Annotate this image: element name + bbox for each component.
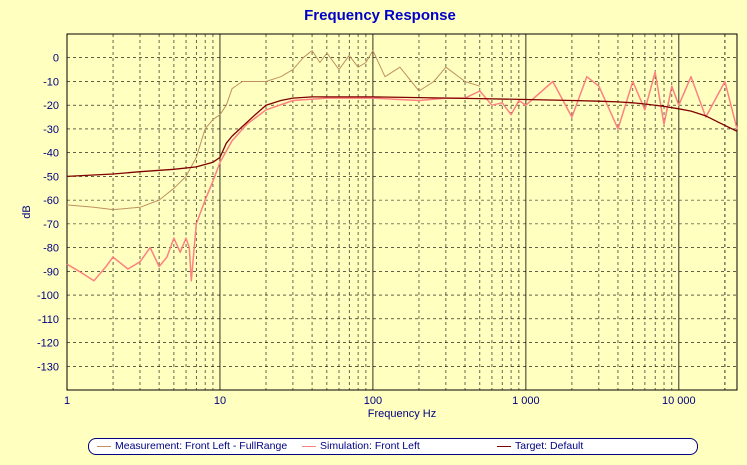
y-tick-label: -110 bbox=[38, 314, 59, 326]
y-tick-label: -130 bbox=[37, 361, 59, 373]
y-tick-label: -80 bbox=[43, 243, 59, 255]
y-tick-label: -20 bbox=[43, 100, 59, 112]
series-measurement bbox=[66, 50, 480, 211]
legend-label-target: Target: Default bbox=[515, 440, 584, 452]
y-tick-label: -70 bbox=[43, 219, 59, 231]
legend-swatch-measurement bbox=[97, 445, 111, 447]
y-tick-label: -120 bbox=[37, 338, 59, 350]
legend-label-measurement: Measurement: Front Left - FullRange bbox=[115, 440, 288, 452]
x-tick-label: 10 bbox=[214, 395, 226, 407]
legend: Measurement: Front Left - FullRange Simu… bbox=[88, 438, 698, 455]
legend-item-target[interactable]: Target: Default bbox=[497, 439, 583, 454]
legend-item-simulation[interactable]: Simulation: Front Left bbox=[302, 439, 420, 454]
legend-swatch-simulation bbox=[302, 445, 316, 447]
y-tick-label: -100 bbox=[37, 290, 59, 302]
series-layer bbox=[66, 50, 738, 282]
legend-item-measurement[interactable]: Measurement: Front Left - FullRange bbox=[97, 439, 287, 454]
series-simulation bbox=[66, 71, 738, 282]
y-axis-label: dB bbox=[21, 205, 33, 218]
y-tick-label: -50 bbox=[43, 171, 59, 183]
y-tick-label: -40 bbox=[43, 148, 59, 160]
y-tick-label: -60 bbox=[43, 195, 59, 207]
x-tick-label: 10 000 bbox=[662, 395, 696, 407]
x-tick-label: 1 000 bbox=[512, 395, 540, 407]
y-tick-label: 0 bbox=[53, 53, 59, 65]
y-tick-label: -90 bbox=[43, 266, 59, 278]
x-tick-label: 1 bbox=[64, 395, 70, 407]
x-tick-labels: 1 10 100 1 000 10 000 bbox=[64, 395, 696, 407]
series-target bbox=[66, 96, 738, 178]
chart-title: Frequency Response bbox=[304, 7, 456, 24]
legend-label-simulation: Simulation: Front Left bbox=[320, 440, 420, 452]
plot-area bbox=[66, 33, 738, 391]
x-tick-label: 100 bbox=[364, 395, 382, 407]
y-tick-labels: 0 -10 -20 -30 -40 -50 -60 -70 -80 -90 -100 -110 -120… bbox=[37, 53, 59, 374]
y-tick-label: -10 bbox=[43, 76, 59, 88]
x-axis-label: Frequency Hz bbox=[368, 408, 436, 420]
y-tick-label: -30 bbox=[43, 124, 59, 136]
legend-swatch-target bbox=[497, 445, 511, 447]
grid-layer bbox=[66, 34, 737, 390]
